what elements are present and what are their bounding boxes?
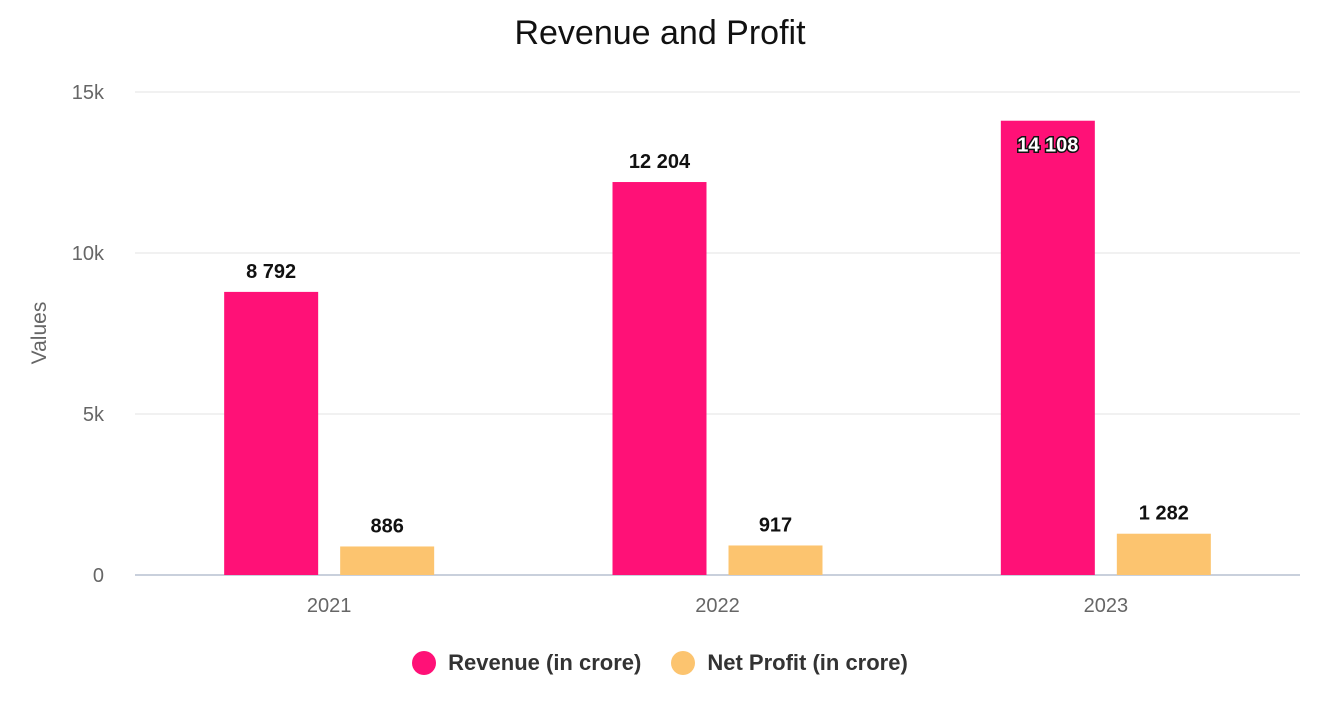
legend-marker bbox=[412, 651, 437, 675]
y-tick-label: 0 bbox=[93, 565, 104, 587]
net-profit-data-label: 1 282 bbox=[1139, 503, 1189, 525]
revenue-data-label: 8 792 bbox=[246, 261, 296, 283]
legend-marker bbox=[671, 651, 696, 675]
revenue-data-label: 12 204 bbox=[629, 151, 691, 173]
legend-label: Net Profit (in crore) bbox=[707, 650, 908, 675]
revenue-bar bbox=[1000, 120, 1095, 575]
bars bbox=[224, 120, 1211, 576]
gridlines bbox=[135, 91, 1300, 576]
net-profit-bar bbox=[728, 545, 823, 575]
net-profit-bar bbox=[1116, 533, 1211, 575]
y-axis: 0 5k 10k 15k bbox=[72, 82, 105, 587]
legend-item-revenue[interactable]: Revenue (in crore) bbox=[412, 650, 641, 676]
x-tick-label: 2022 bbox=[695, 595, 740, 617]
net-profit-bar bbox=[340, 546, 435, 575]
net-profit-data-label: 917 bbox=[759, 514, 792, 536]
y-axis-title: Values bbox=[28, 302, 51, 365]
net-profit-data-label: 886 bbox=[370, 515, 403, 537]
revenue-bar bbox=[612, 182, 707, 576]
legend-label: Revenue (in crore) bbox=[448, 650, 642, 675]
y-tick-label: 15k bbox=[72, 82, 105, 104]
x-tick-label: 2021 bbox=[307, 595, 352, 617]
y-tick-label: 10k bbox=[72, 243, 105, 265]
x-axis: 2021 2022 2023 bbox=[307, 595, 1128, 617]
bar-chart: 0 5k 10k 15k 8 792 886 12 204 917 14 108 1 282 2… bbox=[28, 82, 1300, 617]
revenue-bar bbox=[224, 291, 319, 575]
x-tick-label: 2023 bbox=[1084, 595, 1129, 617]
revenue-data-label: 14 108 bbox=[1017, 135, 1078, 157]
y-tick-label: 5k bbox=[83, 404, 105, 426]
legend: Revenue (in crore) Net Profit (in crore) bbox=[0, 650, 1320, 676]
chart-title: Revenue and Profit bbox=[514, 14, 806, 52]
data-labels: 8 792 886 12 204 917 14 108 1 282 bbox=[246, 133, 1189, 537]
legend-item-net-profit[interactable]: Net Profit (in crore) bbox=[671, 650, 908, 676]
